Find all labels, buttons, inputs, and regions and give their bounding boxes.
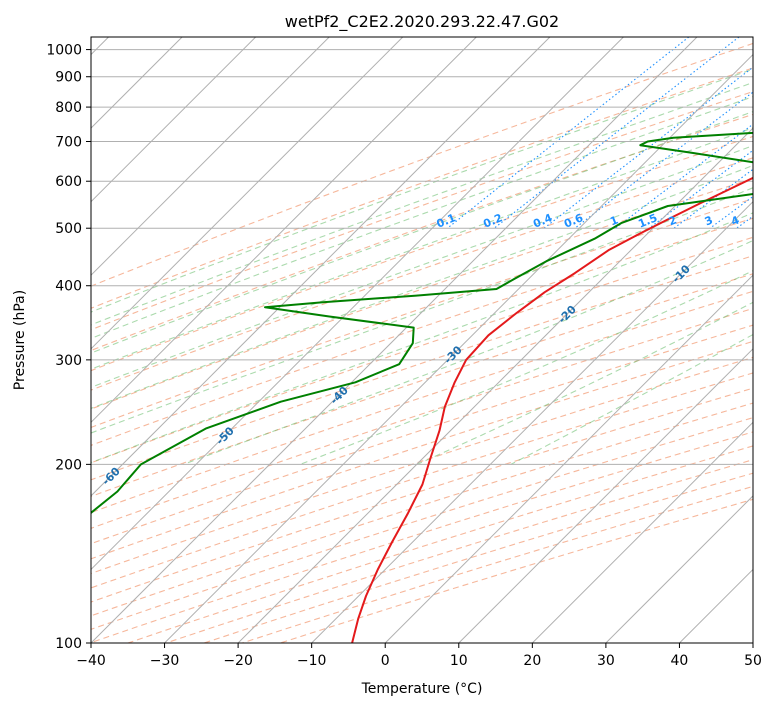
y-tick-label: 400 xyxy=(55,279,82,295)
dry-adiabat-line xyxy=(91,42,753,287)
plot-area: 0.10.20.40.611.52346810131620253036-100-… xyxy=(91,37,753,643)
moist-adiabat-line xyxy=(91,127,753,370)
x-tick-label: −40 xyxy=(76,653,106,669)
y-tick-label: 100 xyxy=(55,636,82,652)
y-tick-label: 900 xyxy=(55,70,82,86)
x-tick-label: −20 xyxy=(223,653,253,669)
dry-adiabat-line xyxy=(91,135,753,372)
dry-adiabats xyxy=(91,42,753,643)
x-tick-label: 30 xyxy=(597,653,615,669)
moist-adiabat-line xyxy=(91,212,753,464)
isotherm-line xyxy=(91,37,624,571)
isotherm-line xyxy=(91,37,330,276)
x-axis-title: Temperature (°C) xyxy=(361,681,483,697)
y-tick-label: 800 xyxy=(55,100,82,116)
dry-adiabat-line xyxy=(91,431,753,643)
moist-adiabats xyxy=(91,68,753,465)
moist-adiabat-line xyxy=(91,81,753,326)
y-tick-label: 700 xyxy=(55,134,82,150)
y-tick-label: 600 xyxy=(55,174,82,190)
isotherm-line xyxy=(91,37,698,643)
isotherm-line xyxy=(605,495,753,643)
isotherm-line xyxy=(531,421,753,643)
mixing-ratio-label: 3 xyxy=(703,213,715,228)
x-tick-label: −30 xyxy=(150,653,180,669)
dry-adiabat-line xyxy=(240,485,753,643)
dry-adiabat-line xyxy=(91,356,753,575)
x-tick-label: −10 xyxy=(297,653,327,669)
x-tick-label: 10 xyxy=(450,653,468,669)
y-tick-label: 300 xyxy=(55,353,82,369)
dry-adiabat-line xyxy=(91,417,753,630)
y-axis-title: Pressure (hPa) xyxy=(12,290,28,390)
isotherm-line xyxy=(311,200,753,643)
mixing-ratio-line xyxy=(543,66,753,229)
dry-adiabat-line xyxy=(91,217,753,446)
x-tick-label: 20 xyxy=(523,653,541,669)
isotherm-line xyxy=(91,37,404,350)
dry-adiabat-line xyxy=(91,236,753,464)
moist-adiabat-line xyxy=(91,110,753,354)
profile-series xyxy=(91,131,753,643)
dry-adiabat-line xyxy=(91,273,753,498)
isotherm-line xyxy=(91,37,551,497)
chart-title: wetPf2_C2E2.2020.293.22.47.G02 xyxy=(285,12,559,32)
x-tick-label: 40 xyxy=(671,653,689,669)
mixing-ratio-label: 2 xyxy=(667,214,679,229)
y-tick-label: 500 xyxy=(55,221,82,237)
temperature-profile-line xyxy=(351,176,753,643)
isotherm-line xyxy=(91,37,477,424)
dry-adiabat-line xyxy=(278,498,753,643)
isotherm-line xyxy=(237,127,753,643)
dry-adiabat-line xyxy=(91,198,753,429)
plot-frame xyxy=(90,36,754,644)
isotherm-line xyxy=(458,348,753,643)
x-axis: −40 −30 −20 −10 0 10 20 30 40 50 xyxy=(76,643,762,669)
dry-adiabat-line xyxy=(91,113,753,352)
moist-adiabat-line xyxy=(416,301,753,465)
dewpoint-profile-line xyxy=(91,131,753,515)
moist-adiabat-line xyxy=(91,68,753,313)
pressure-gridlines xyxy=(91,49,753,643)
x-tick-label: 0 xyxy=(381,653,390,669)
y-axis: 1000 900 800 700 600 500 400 300 200 100 xyxy=(46,43,91,652)
dry-adiabat-line xyxy=(91,255,753,481)
mixing-ratio-label: 1 xyxy=(608,213,620,228)
isotherm-line xyxy=(384,274,753,643)
isotherms xyxy=(91,37,753,643)
x-tick-label: 50 xyxy=(744,653,762,669)
mixing-ratio-line xyxy=(447,37,690,229)
dry-adiabat-line xyxy=(126,445,753,643)
isotherm-line xyxy=(91,37,257,203)
mixing-ratio-line xyxy=(493,37,740,229)
y-tick-label: 200 xyxy=(55,457,82,473)
moist-adiabat-line xyxy=(91,164,753,410)
y-tick-label: 1000 xyxy=(46,43,82,59)
mixing-ratio-line xyxy=(615,123,753,229)
